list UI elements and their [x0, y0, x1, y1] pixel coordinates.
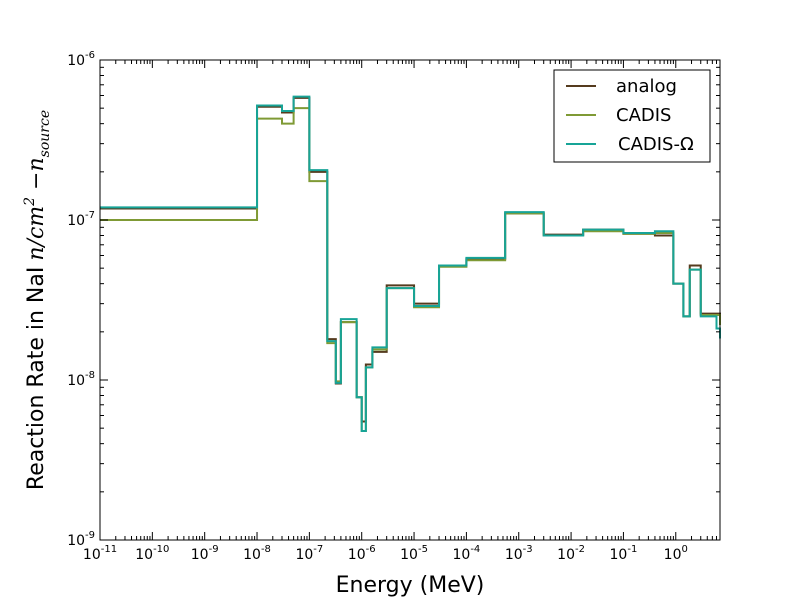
x-tick-label: 10-4 [452, 544, 480, 563]
ticks-layer: 10-11 10-10 10-9 10-8 10-7 10-6 10-5 10-4 10-3 10… [67, 50, 721, 563]
y-axis-title-unit-sub: source [37, 110, 53, 157]
y-tick-label: 10-7 [67, 210, 95, 229]
x-tick-label: 10-2 [557, 544, 585, 563]
y-tick-label: 10-9 [67, 530, 95, 549]
x-tick-label: 10-9 [191, 544, 219, 563]
series-layer [100, 95, 721, 432]
x-tick-label: 10-7 [295, 544, 323, 563]
x-tick-label: 10-1 [610, 544, 638, 563]
x-tick-label: 10-11 [83, 544, 117, 563]
y-axis-title: Reaction Rate in NaI n/cm2 −nsource [22, 110, 53, 490]
legend: analog CADIS CADIS-Ω [553, 69, 711, 163]
y-axis-title-prefix: Reaction Rate in NaI [24, 267, 49, 490]
x-tick-label: 10-10 [135, 544, 169, 563]
series-line-cadis- [100, 95, 721, 432]
plot-frame [99, 59, 721, 541]
legend-label-cadis-omega: CADIS-Ω [618, 134, 694, 155]
y-axis-title-unit-tail: −n [24, 157, 49, 197]
x-axis-title: Energy (MeV) [336, 573, 485, 598]
y-axis-title-unit-exp: 2 [22, 197, 38, 207]
x-tick-label: 10-3 [505, 544, 533, 563]
y-axis-title-unit: n/cm [24, 206, 49, 261]
legend-label-analog: analog [616, 76, 677, 97]
y-tick-label: 10-6 [67, 50, 95, 69]
x-tick-label: 10-8 [243, 544, 271, 563]
legend-label-cadis: CADIS [616, 105, 671, 126]
y-tick-label: 10-8 [67, 370, 95, 389]
x-tick-label: 10-5 [400, 544, 428, 563]
x-tick-label: 100 [664, 544, 688, 563]
x-tick-label: 10-6 [348, 544, 376, 563]
